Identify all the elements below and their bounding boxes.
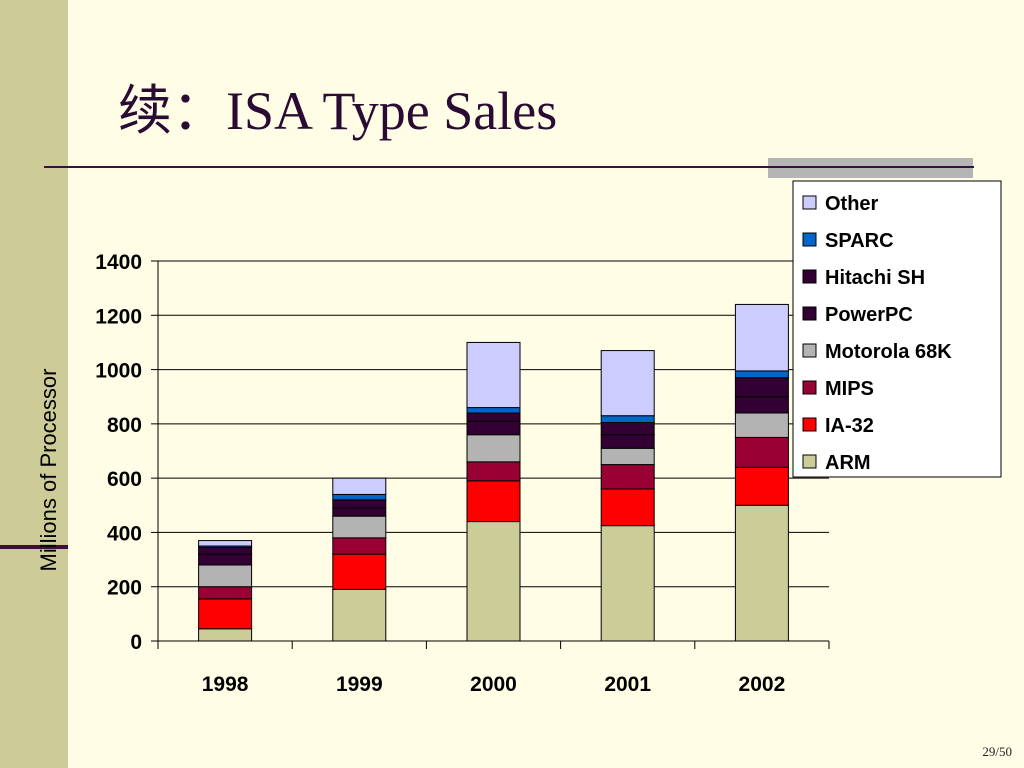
bar-segment-powerpc [600,434,655,449]
bar-segment-hitachi-sh [600,422,655,436]
y-tick-label: 200 [107,577,142,600]
legend-label: IA-32 [825,415,874,437]
bar-segment-arm [466,521,521,642]
bar-segment-other [734,303,789,372]
bar-segment-ia-32 [198,598,253,630]
axes-layer: 0 200 400 600 800 1000 1200 1400 1998 1999 2000 200… [95,251,830,696]
legend-label: MIPS [825,378,874,400]
bar-segment-other [198,540,253,547]
title-rule-overlay [768,166,973,168]
bar-segment-hitachi-sh [332,499,387,509]
legend: Other SPARC Hitachi SH PowerPC Motorola 68K M… [792,180,1002,478]
bar-segment-arm [600,525,655,642]
bar-segment-other [466,341,521,409]
bar-segment-hitachi-sh [198,546,253,555]
y-tick-label: 1000 [95,360,142,383]
legend-swatch [802,454,817,469]
legend-swatch [802,195,817,210]
bar-segment-mips [198,586,253,600]
bar-segment-motorola-68k [466,434,521,463]
legend-label: PowerPC [825,304,913,326]
bar-segment-sparc [466,407,521,414]
bar-segment-ia-32 [734,466,789,506]
legend-swatch [802,306,817,321]
x-tick-label: 1998 [202,673,249,696]
legend-label: ARM [825,452,871,474]
bar-segment-powerpc [734,396,789,414]
legend-swatch [802,417,817,432]
bar-segment-other [600,350,655,417]
y-tick-label: 800 [107,414,142,437]
legend-label: Motorola 68K [825,341,952,363]
bar-segment-motorola-68k [734,412,789,438]
legend-label: Other [825,193,879,215]
y-axis-label: Millions of Processor [36,369,61,572]
bar-segment-ia-32 [332,553,387,590]
legend-swatch [802,269,817,284]
side-accent-line [0,545,68,549]
bar-segment-ia-32 [466,480,521,523]
bar-segment-sparc [332,493,387,501]
title-rule [44,166,974,168]
legend-swatch [802,232,817,247]
bar-segment-arm [198,628,253,642]
x-tick-label: 1999 [336,673,383,696]
bar-segment-mips [734,436,789,468]
bar-segment-motorola-68k [600,447,655,466]
bar-segment-sparc [600,415,655,424]
legend-box [792,180,1002,478]
y-tick-label: 600 [107,468,142,491]
bar-segment-arm [332,588,387,642]
y-tick-label: 1400 [95,251,142,274]
legend-swatch [802,343,817,358]
legend-swatch [802,380,817,395]
legend-label: Hitachi SH [825,267,925,289]
bar-segment-ia-32 [600,488,655,527]
x-tick-label: 2002 [739,673,786,696]
bar-segment-other [332,477,387,495]
bar-segment-sparc [734,370,789,379]
bar-segment-mips [332,537,387,555]
side-band [0,0,68,768]
bar-segment-powerpc [466,420,521,436]
bars-layer [198,303,789,642]
bar-segment-motorola-68k [332,515,387,539]
bar-segment-arm [734,504,789,642]
legend-label: SPARC [825,230,894,252]
x-tick-label: 2001 [604,673,651,696]
page-number: 29/50 [982,744,1012,759]
title-rule-accent [768,158,973,178]
bar-segment-mips [466,461,521,482]
bar-segment-motorola-68k [198,564,253,588]
x-tick-label: 2000 [470,673,517,696]
bar-segment-mips [600,464,655,490]
slide-title: 续：ISA Type Sales [118,81,558,141]
bar-segment-powerpc [198,553,253,566]
y-tick-label: 1200 [95,305,142,328]
y-tick-label: 0 [130,631,142,654]
bar-segment-hitachi-sh [734,377,789,398]
bar-segment-hitachi-sh [466,412,521,422]
bar-segment-powerpc [332,507,387,517]
y-tick-label: 400 [107,522,142,545]
